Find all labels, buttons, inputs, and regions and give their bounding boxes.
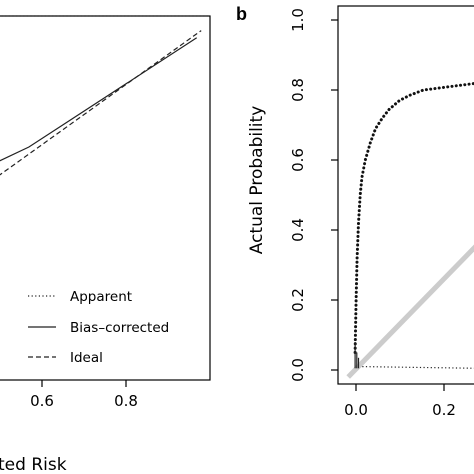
legend-label-bias-corrected: Bias–corrected — [70, 320, 169, 336]
panel-a-frame — [0, 15, 211, 381]
y-tick-label: 1.0 — [289, 8, 307, 32]
x-tick-label: 0.6 — [30, 392, 54, 410]
panel-a-series — [0, 15, 210, 176]
y-tick-label: 0.4 — [289, 218, 307, 242]
panel-b-xaxis: 0.0 0.2 — [344, 384, 456, 419]
y-tick-label: 0.8 — [289, 78, 307, 102]
series-ideal-line — [0, 30, 202, 176]
panel-b: b 0.0 0.2 0.4 0.6 0.8 1.0 0.0 0.2 Actual Prob… — [236, 4, 474, 419]
panel-b-frame — [337, 5, 474, 385]
panel-b-yaxis: 0.0 0.2 0.4 0.6 0.8 1.0 — [289, 8, 338, 382]
x-tick-label: 0.0 — [344, 401, 368, 419]
panel-label-b: b — [236, 4, 247, 24]
x-tick-label: 0.2 — [432, 401, 456, 419]
legend-label-ideal: Ideal — [70, 350, 103, 366]
legend-label-apparent: Apparent — [70, 289, 132, 305]
panel-b-series — [346, 82, 474, 379]
panel-a-xaxis: 0.6 0.8 ted Risk — [0, 380, 138, 474]
x-tick-label: 0.8 — [114, 392, 138, 410]
panel-a: 0.6 0.8 ted Risk Apparent Bias–corrected… — [0, 15, 211, 474]
y-axis-title: Actual Probability — [247, 106, 267, 255]
calibration-curve-line — [353, 82, 474, 354]
x-axis-title: ted Risk — [0, 455, 67, 474]
legend: Apparent Bias–corrected Ideal — [28, 289, 169, 366]
reference-diagonal-line — [346, 244, 474, 379]
series-bias-corrected-line — [0, 37, 198, 162]
y-tick-label: 0.0 — [289, 358, 307, 382]
baseline-dotted-line — [355, 365, 474, 369]
y-tick-label: 0.2 — [289, 288, 307, 312]
y-tick-label: 0.6 — [289, 148, 307, 172]
